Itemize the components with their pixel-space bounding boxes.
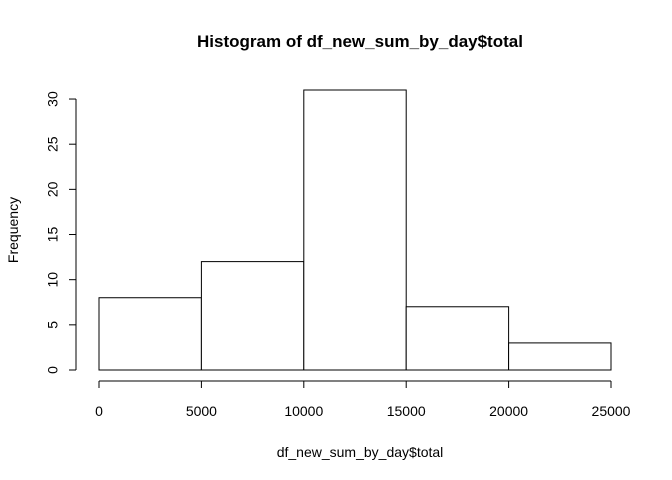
y-tick-label-6: 30	[45, 91, 61, 107]
x-tick-label-4: 20000	[489, 403, 528, 419]
x-axis: 0 5000 10000 15000 20000 25000	[95, 380, 631, 419]
histogram-bar-3	[405, 306, 510, 371]
y-axis: 0 5 10 15 20 25 30	[45, 91, 77, 374]
y-axis-label: Frequency	[5, 197, 21, 263]
bars	[98, 89, 612, 371]
y-tick-label-3: 15	[45, 227, 61, 243]
y-tick-label-0: 0	[45, 366, 61, 374]
x-axis-label: df_new_sum_by_day$total	[277, 444, 444, 460]
x-tick-label-0: 0	[95, 403, 103, 419]
x-tick-label-2: 10000	[284, 403, 323, 419]
x-tick-label-3: 15000	[387, 403, 426, 419]
histogram-bar-2	[303, 89, 407, 371]
histogram-bar-1	[200, 261, 305, 371]
histogram-bar-0	[98, 297, 202, 371]
y-tick-label-1: 5	[45, 321, 61, 329]
y-tick-label-2: 10	[45, 272, 61, 288]
y-tick-label-4: 20	[45, 181, 61, 197]
x-tick-label-5: 25000	[592, 403, 631, 419]
histogram-bar-4	[508, 342, 612, 371]
y-tick-label-5: 25	[45, 136, 61, 152]
chart-title: Histogram of df_new_sum_by_day$total	[197, 32, 523, 51]
x-tick-label-1: 5000	[186, 403, 217, 419]
